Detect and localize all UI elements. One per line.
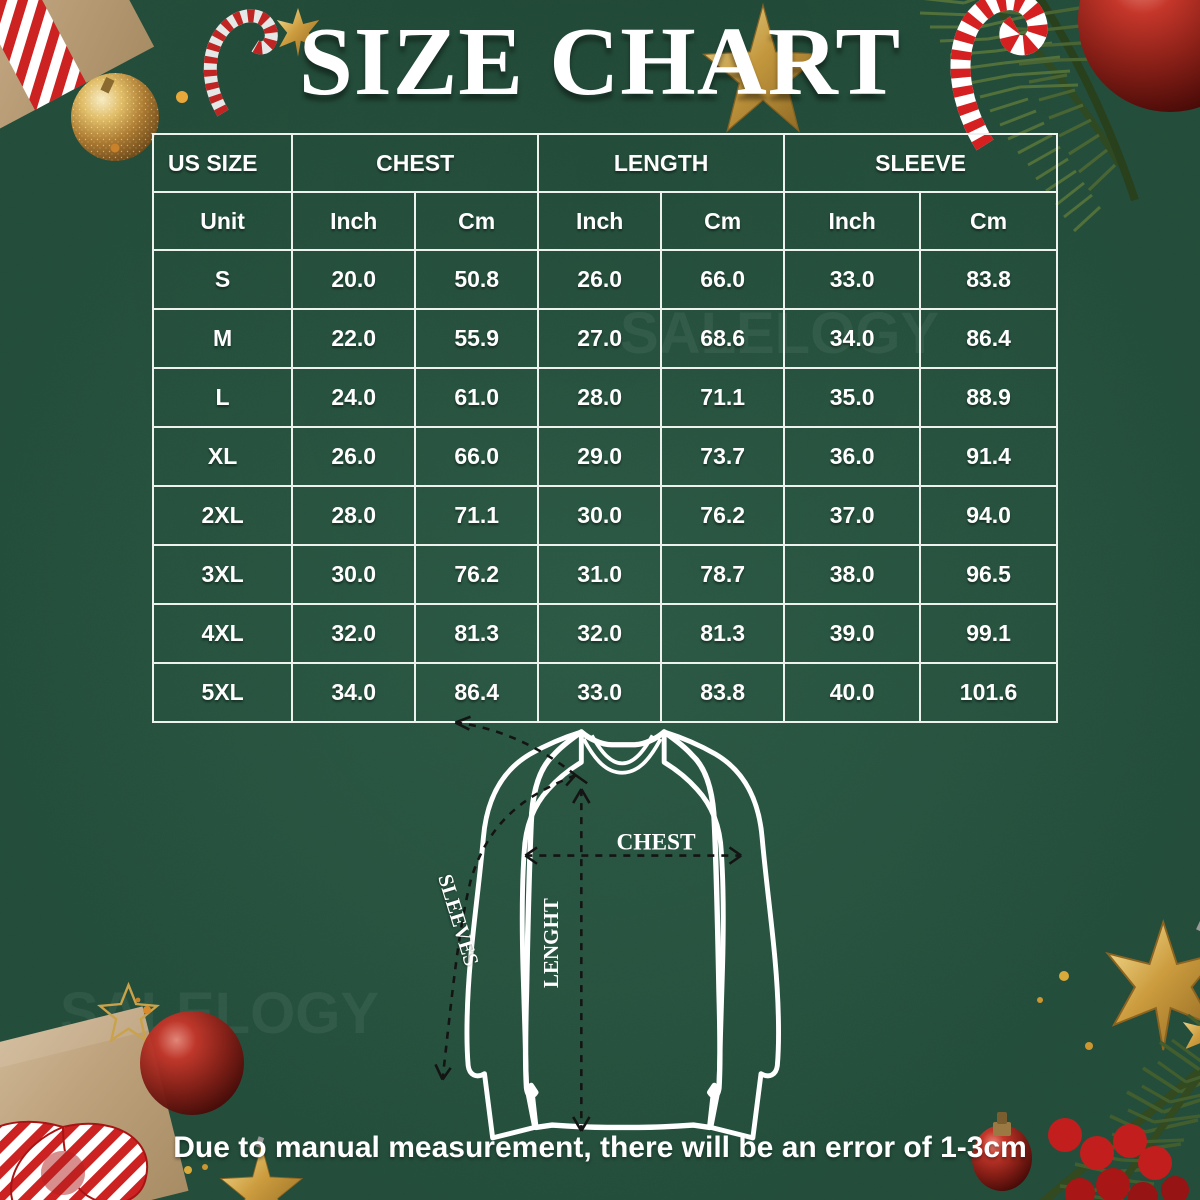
svg-text:LENGHT: LENGHT: [539, 898, 563, 988]
svg-text:CHEST: CHEST: [616, 830, 696, 856]
